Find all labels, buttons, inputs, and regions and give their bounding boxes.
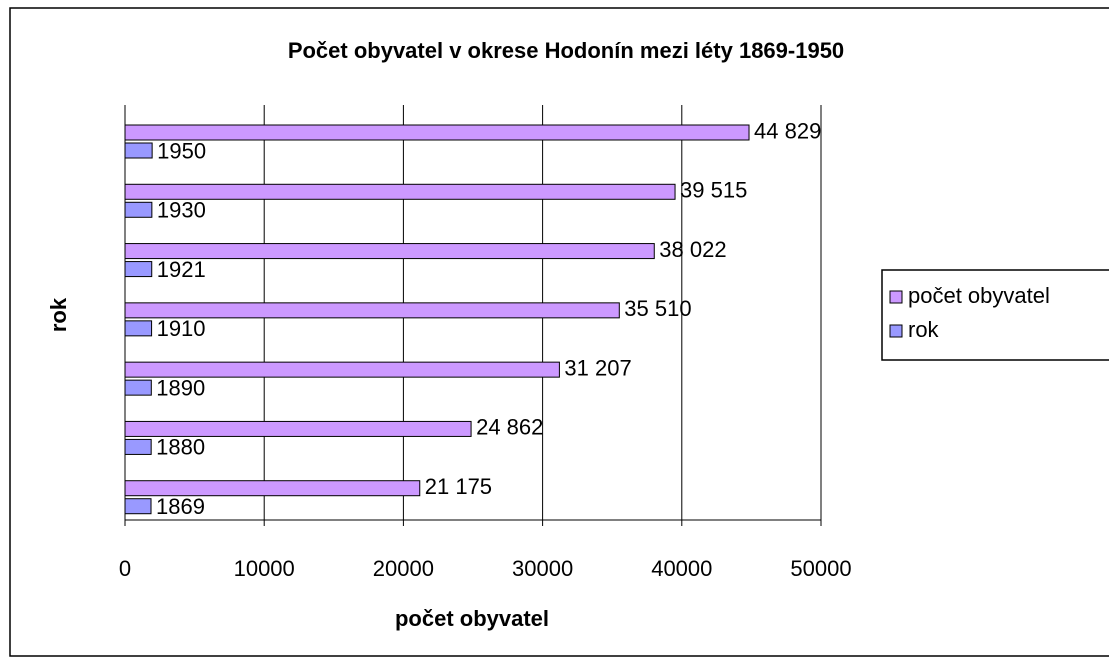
bar [124,142,153,159]
bar [124,124,750,141]
bar [124,243,655,260]
bar [124,361,560,378]
data-label: 44 829 [754,118,821,143]
legend-label: rok [908,317,940,342]
data-label: 35 510 [624,296,691,321]
y-axis-label: rok [46,297,71,332]
data-label: 24 862 [476,415,543,440]
data-label: 31 207 [564,355,631,380]
legend-swatch [889,324,903,338]
data-label: 1910 [157,316,206,341]
legend-box [881,269,1109,361]
x-tick-label: 10000 [234,556,295,581]
data-label: 1890 [156,375,205,400]
bar [124,183,676,200]
data-label: 1950 [157,138,206,163]
chart-title: Počet obyvatel v okrese Hodonín mezi lét… [288,38,844,63]
x-tick-label: 20000 [373,556,434,581]
legend-swatch [889,290,903,304]
bar [124,261,153,278]
data-label: 1930 [157,198,206,223]
data-label: 1880 [156,435,205,460]
legend-label: počet obyvatel [908,283,1050,308]
bar [124,379,152,396]
data-label: 39 515 [680,178,747,203]
x-tick-label: 30000 [512,556,573,581]
data-label: 1921 [157,257,206,282]
x-axis-label: počet obyvatel [395,606,549,631]
bar [124,320,153,337]
data-label: 21 175 [425,474,492,499]
bar [124,498,152,515]
x-tick-label: 40000 [651,556,712,581]
x-tick-label: 0 [119,556,131,581]
data-label: 1869 [156,494,205,519]
data-label: 38 022 [659,237,726,262]
bar [124,480,421,497]
bar [124,201,153,218]
bar [124,438,152,455]
bar [124,420,472,437]
x-tick-label: 50000 [790,556,851,581]
bar [124,302,620,319]
